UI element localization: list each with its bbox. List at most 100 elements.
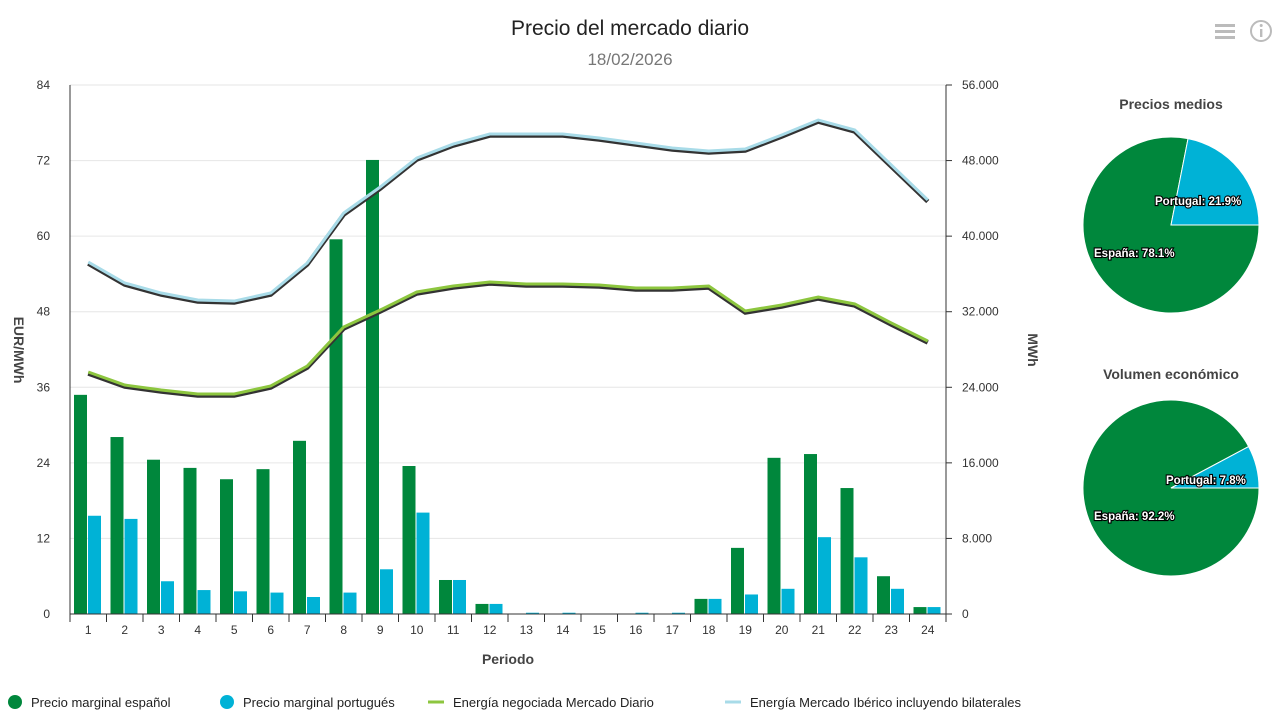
bar-precio-portugues[interactable] bbox=[818, 537, 831, 614]
bar-precio-portugues[interactable] bbox=[124, 518, 138, 614]
bar-precio-portugues[interactable] bbox=[526, 612, 539, 614]
bar-precio-espanol[interactable] bbox=[439, 579, 452, 614]
x-tick-label: 7 bbox=[304, 623, 311, 637]
bar-precio-espanol[interactable] bbox=[877, 576, 890, 614]
x-tick-label: 16 bbox=[629, 623, 643, 637]
bar-precio-espanol[interactable] bbox=[402, 466, 416, 614]
pie-label-portugal: Portugal: 21.9% bbox=[1155, 196, 1241, 208]
bar-precio-portugues[interactable] bbox=[635, 612, 649, 614]
x-tick-label: 4 bbox=[194, 623, 201, 637]
y-tick-label: 12 bbox=[37, 531, 51, 545]
bar-precio-espanol[interactable] bbox=[110, 437, 124, 614]
bar-precio-espanol[interactable] bbox=[256, 469, 270, 614]
x-tick-label: 13 bbox=[520, 623, 534, 637]
bar-precio-espanol[interactable] bbox=[183, 467, 197, 614]
bar-precio-espanol[interactable] bbox=[913, 607, 927, 614]
y-tick-label: 48 bbox=[37, 305, 51, 319]
legend-marker-icon bbox=[8, 695, 22, 709]
x-tick-label: 23 bbox=[885, 623, 899, 637]
x-tick-label: 18 bbox=[702, 623, 716, 637]
y-tick-label: 0 bbox=[43, 607, 50, 621]
bar-precio-portugues[interactable] bbox=[489, 603, 503, 614]
bar-precio-portugues[interactable] bbox=[854, 557, 868, 614]
bar-precio-portugues[interactable] bbox=[745, 594, 758, 614]
legend-marker-icon bbox=[220, 695, 234, 709]
pie2-title: Volumen económico bbox=[1103, 366, 1239, 382]
bar-precio-portugues[interactable] bbox=[161, 581, 174, 614]
bar-precio-espanol[interactable] bbox=[220, 479, 233, 614]
bar-precio-portugues[interactable] bbox=[380, 569, 393, 614]
y2-tick-label: 0 bbox=[962, 607, 969, 621]
x-tick-label: 22 bbox=[848, 623, 862, 637]
x-tick-label: 6 bbox=[267, 623, 274, 637]
bar-precio-espanol[interactable] bbox=[329, 239, 343, 614]
y2-tick-label: 40.000 bbox=[962, 229, 999, 243]
legend-item[interactable]: Energía negociada Mercado Diario bbox=[428, 695, 654, 710]
y2-tick-label: 24.000 bbox=[962, 380, 999, 394]
chart-subtitle: 18/02/2026 bbox=[587, 50, 672, 69]
bar-precio-espanol[interactable] bbox=[694, 598, 708, 614]
info-icon[interactable] bbox=[1250, 20, 1272, 42]
legend-item[interactable]: Precio marginal portugués bbox=[220, 695, 395, 710]
bar-precio-espanol[interactable] bbox=[475, 603, 489, 614]
x-tick-label: 1 bbox=[85, 623, 92, 637]
bar-precio-portugues[interactable] bbox=[708, 598, 722, 614]
bar-precio-espanol[interactable] bbox=[840, 488, 854, 614]
x-tick-label: 21 bbox=[812, 623, 826, 637]
x-tick-label: 8 bbox=[340, 623, 347, 637]
menu-icon[interactable] bbox=[1215, 24, 1235, 39]
bar-precio-portugues[interactable] bbox=[672, 612, 685, 614]
bar-precio-portugues[interactable] bbox=[891, 588, 904, 614]
pie-slice-portugal[interactable] bbox=[1170, 138, 1260, 226]
x-tick-label: 9 bbox=[377, 623, 384, 637]
pie-slice-portugal[interactable] bbox=[1170, 445, 1260, 489]
legend-item[interactable]: Energía Mercado Ibérico incluyendo bilat… bbox=[725, 695, 1021, 710]
legend-item[interactable]: Precio marginal español bbox=[8, 695, 171, 710]
y2-tick-label: 56.000 bbox=[962, 78, 999, 92]
pie-label-espana: España: 78.1% bbox=[1094, 248, 1175, 260]
bar-precio-portugues[interactable] bbox=[88, 515, 101, 614]
bar-precio-portugues[interactable] bbox=[927, 607, 941, 614]
y2-tick-label: 48.000 bbox=[962, 154, 999, 168]
x-tick-label: 17 bbox=[666, 623, 680, 637]
legend-label: Precio marginal español bbox=[31, 695, 171, 710]
x-tick-label: 12 bbox=[483, 623, 497, 637]
y2-tick-label: 32.000 bbox=[962, 305, 999, 319]
x-axis-title: Periodo bbox=[482, 651, 534, 667]
line-shadow bbox=[87, 119, 930, 305]
bar-precio-portugues[interactable] bbox=[234, 591, 247, 614]
x-tick-label: 11 bbox=[447, 623, 460, 637]
pie-label-portugal: Portugal: 7.8% bbox=[1166, 475, 1246, 487]
bar-precio-portugues[interactable] bbox=[197, 590, 211, 614]
x-tick-label: 3 bbox=[158, 623, 165, 637]
bar-precio-espanol[interactable] bbox=[804, 454, 817, 614]
bar-precio-portugues[interactable] bbox=[343, 592, 357, 614]
bar-precio-espanol[interactable] bbox=[731, 547, 744, 614]
y-tick-label: 72 bbox=[37, 154, 51, 168]
bar-precio-espanol[interactable] bbox=[147, 459, 160, 614]
bar-precio-portugues[interactable] bbox=[270, 592, 284, 614]
x-tick-label: 15 bbox=[593, 623, 607, 637]
x-tick-label: 5 bbox=[231, 623, 238, 637]
line-energia-mercado-diario[interactable] bbox=[87, 280, 929, 396]
bar-precio-portugues[interactable] bbox=[562, 612, 576, 614]
bar-precio-portugues[interactable] bbox=[453, 579, 466, 614]
y-tick-label: 60 bbox=[37, 229, 51, 243]
bar-precio-portugues[interactable] bbox=[307, 596, 320, 614]
x-tick-label: 19 bbox=[739, 623, 753, 637]
y-tick-label: 84 bbox=[37, 78, 51, 92]
y2-tick-label: 16.000 bbox=[962, 456, 999, 470]
line-energia-mercado-iberico[interactable] bbox=[87, 118, 929, 303]
x-tick-label: 24 bbox=[921, 623, 935, 637]
bar-precio-espanol[interactable] bbox=[74, 394, 87, 614]
y-tick-label: 24 bbox=[37, 456, 51, 470]
bar-precio-portugues[interactable] bbox=[416, 512, 430, 614]
bar-precio-espanol[interactable] bbox=[293, 440, 306, 614]
legend-label: Precio marginal portugués bbox=[243, 695, 395, 710]
x-tick-label: 2 bbox=[121, 623, 128, 637]
legend-label: Energía negociada Mercado Diario bbox=[453, 695, 654, 710]
bar-precio-espanol[interactable] bbox=[767, 457, 781, 614]
bar-precio-espanol[interactable] bbox=[366, 159, 379, 615]
bar-precio-portugues[interactable] bbox=[781, 588, 795, 614]
